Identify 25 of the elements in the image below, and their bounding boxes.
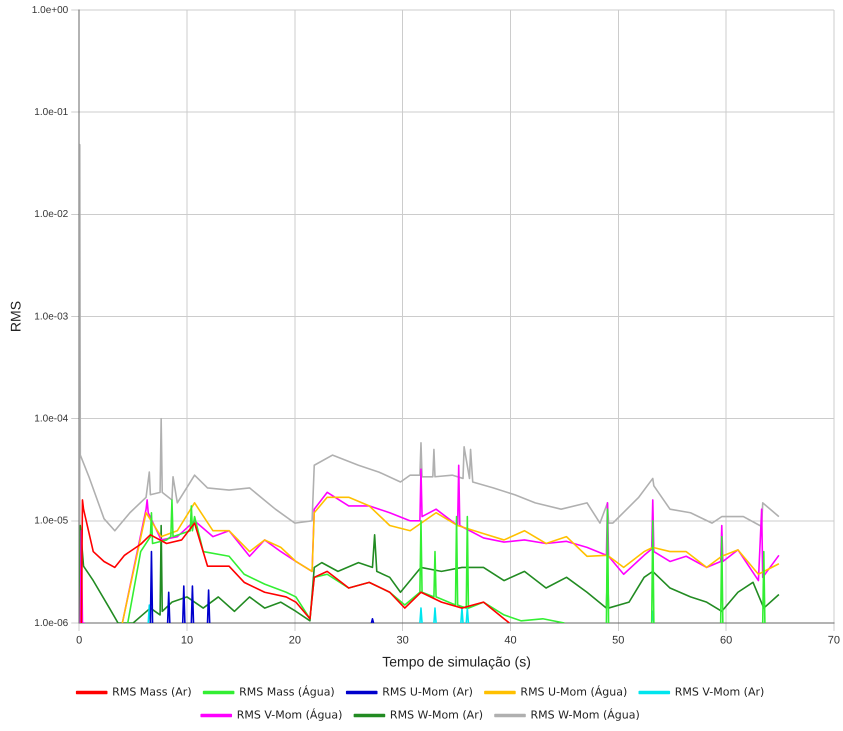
- legend-label: RMS U-Mom (Ar): [382, 685, 473, 698]
- y-tick-label: 1.0e-01: [34, 106, 69, 118]
- legend-label: RMS W-Mom (Água): [530, 707, 640, 722]
- x-tick-label: 0: [76, 634, 82, 647]
- y-tick-label: 1.0e-04: [34, 413, 69, 424]
- legend-label: RMS Mass (Água): [239, 684, 335, 698]
- legend-label: RMS W-Mom (Ar): [390, 708, 484, 722]
- x-tick-label: 30: [396, 634, 409, 647]
- legend-label: RMS V-Mom (Ar): [674, 685, 764, 698]
- y-tick-label: 1.0e-02: [34, 209, 69, 220]
- y-tick-label: 1.0e+00: [32, 4, 69, 16]
- x-tick-label: 50: [612, 634, 624, 647]
- legend-label: RMS U-Mom (Água): [520, 684, 628, 698]
- legend-label: RMS Mass (Ar): [112, 685, 192, 698]
- legend-label: RMS V-Mom (Água): [236, 707, 342, 722]
- y-tick-label: 1.0e-03: [34, 311, 69, 322]
- x-tick-label: 60: [720, 634, 732, 647]
- x-tick-label: 40: [504, 634, 517, 647]
- x-tick-label: 70: [828, 634, 840, 647]
- y-tick-label: 1.0e-06: [34, 618, 69, 629]
- y-tick-label: 1.0e-05: [34, 516, 69, 527]
- x-axis-title: Tempo de simulação (s): [382, 653, 531, 670]
- y-axis-title: RMS: [7, 300, 24, 332]
- x-tick-label: 10: [180, 634, 194, 647]
- x-tick-label: 20: [288, 634, 301, 647]
